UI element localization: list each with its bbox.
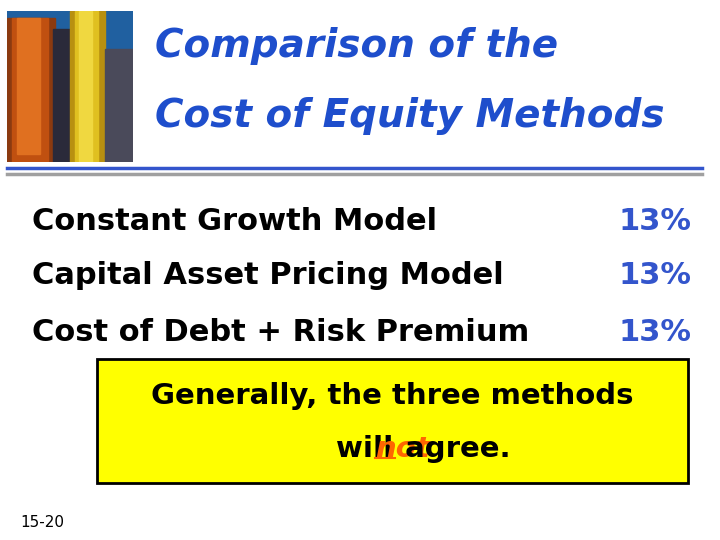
Text: will: will bbox=[336, 435, 403, 463]
FancyBboxPatch shape bbox=[97, 359, 688, 483]
Text: Capital Asset Pricing Model: Capital Asset Pricing Model bbox=[32, 261, 504, 290]
Bar bbox=[70, 11, 105, 162]
Bar bbox=[17, 18, 40, 154]
Text: 13%: 13% bbox=[618, 207, 691, 236]
Bar bbox=[53, 29, 73, 162]
Bar bbox=[79, 11, 91, 162]
Text: 13%: 13% bbox=[618, 318, 691, 347]
Bar bbox=[75, 11, 98, 162]
Text: Cost of Equity Methods: Cost of Equity Methods bbox=[155, 97, 665, 135]
Text: 15-20: 15-20 bbox=[20, 515, 64, 530]
Text: Constant Growth Model: Constant Growth Model bbox=[32, 207, 438, 236]
Bar bbox=[105, 49, 133, 162]
Text: 13%: 13% bbox=[618, 261, 691, 290]
Text: not: not bbox=[374, 435, 429, 463]
Text: Generally, the three methods: Generally, the three methods bbox=[151, 382, 634, 410]
Bar bbox=[7, 18, 55, 162]
Text: Cost of Debt + Risk Premium: Cost of Debt + Risk Premium bbox=[32, 318, 530, 347]
Bar bbox=[12, 18, 48, 162]
Bar bbox=[7, 11, 133, 86]
Text: Comparison of the: Comparison of the bbox=[155, 27, 558, 65]
Text: agree.: agree. bbox=[395, 435, 510, 463]
